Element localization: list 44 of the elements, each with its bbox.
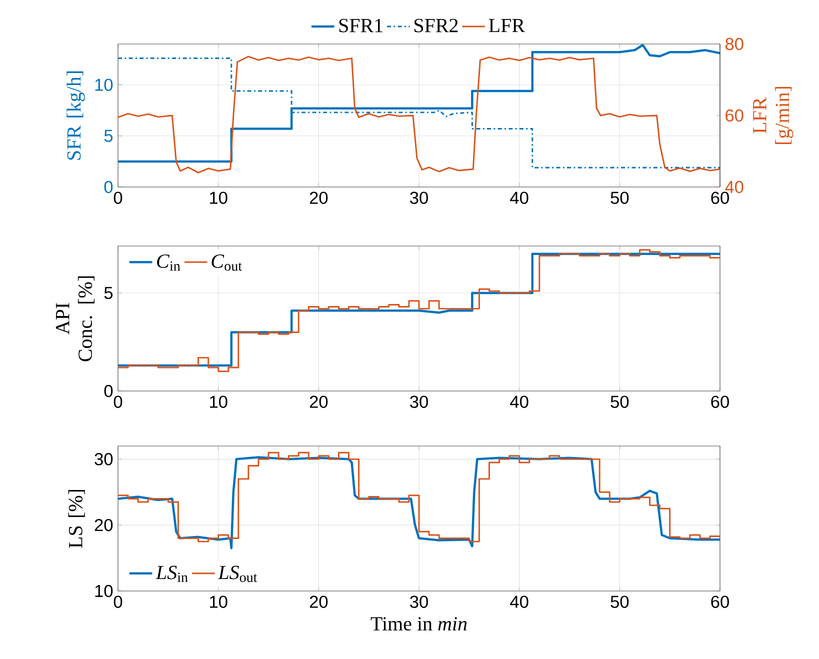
y-tick-label: 5 xyxy=(104,130,113,142)
y-axis-title: SFR [kg/h] xyxy=(66,71,85,160)
y2-tick-label: 40 xyxy=(725,180,744,194)
x-tick-label: 10 xyxy=(210,596,228,608)
x-tick-label: 0 xyxy=(114,192,122,204)
x-tick-label: 50 xyxy=(610,596,629,608)
x-tick-label: 50 xyxy=(610,396,629,408)
y2-axis-title: LFR [g/min] xyxy=(753,86,794,144)
legend-label: SFR1 xyxy=(339,18,382,32)
y-tick-label: 20 xyxy=(94,518,113,532)
legend-label: LS$_{out}$ xyxy=(218,566,258,582)
y-axis-title: API Conc. [%] xyxy=(56,276,94,362)
legend-label: LFR xyxy=(488,18,525,32)
legend-label: C$_{in}$ xyxy=(157,254,180,271)
y-tick-label: 10 xyxy=(95,78,113,91)
legend-label: C$_{out}$ xyxy=(212,254,242,271)
x-tick-label: 30 xyxy=(410,596,428,608)
y-axis-title: LS [%] xyxy=(68,490,85,548)
x-tick-label: 10 xyxy=(210,396,228,408)
x-tick-label: 20 xyxy=(310,396,328,408)
y2-tick-label: 80 xyxy=(725,38,744,50)
x-tick-label: 30 xyxy=(410,396,428,408)
y-tick-label: 0 xyxy=(104,384,113,398)
x-tick-label: 0 xyxy=(114,596,122,608)
y-tick-label: 5 xyxy=(104,286,113,300)
x-axis-title: Time in min xyxy=(370,617,467,631)
x-tick-label: 40 xyxy=(510,596,528,608)
x-tick-label: 20 xyxy=(310,596,328,608)
x-tick-label: 60 xyxy=(711,192,729,204)
x-tick-label: 0 xyxy=(114,396,122,408)
y2-tick-label: 60 xyxy=(726,109,744,122)
x-tick-label: 30 xyxy=(410,192,428,204)
x-tick-label: 40 xyxy=(510,192,528,204)
x-tick-label: 60 xyxy=(711,596,729,608)
legend-label: SFR2 xyxy=(414,18,458,32)
x-tick-label: 50 xyxy=(610,192,629,204)
legend-label: LS$_{in}$ xyxy=(156,566,188,582)
x-tick-label: 10 xyxy=(210,192,228,204)
y-tick-label: 0 xyxy=(104,180,113,194)
y-tick-label: 10 xyxy=(95,584,113,598)
x-tick-label: 40 xyxy=(510,396,528,408)
x-tick-label: 60 xyxy=(711,396,729,408)
x-tick-label: 20 xyxy=(310,192,328,204)
y-tick-label: 30 xyxy=(94,453,113,466)
